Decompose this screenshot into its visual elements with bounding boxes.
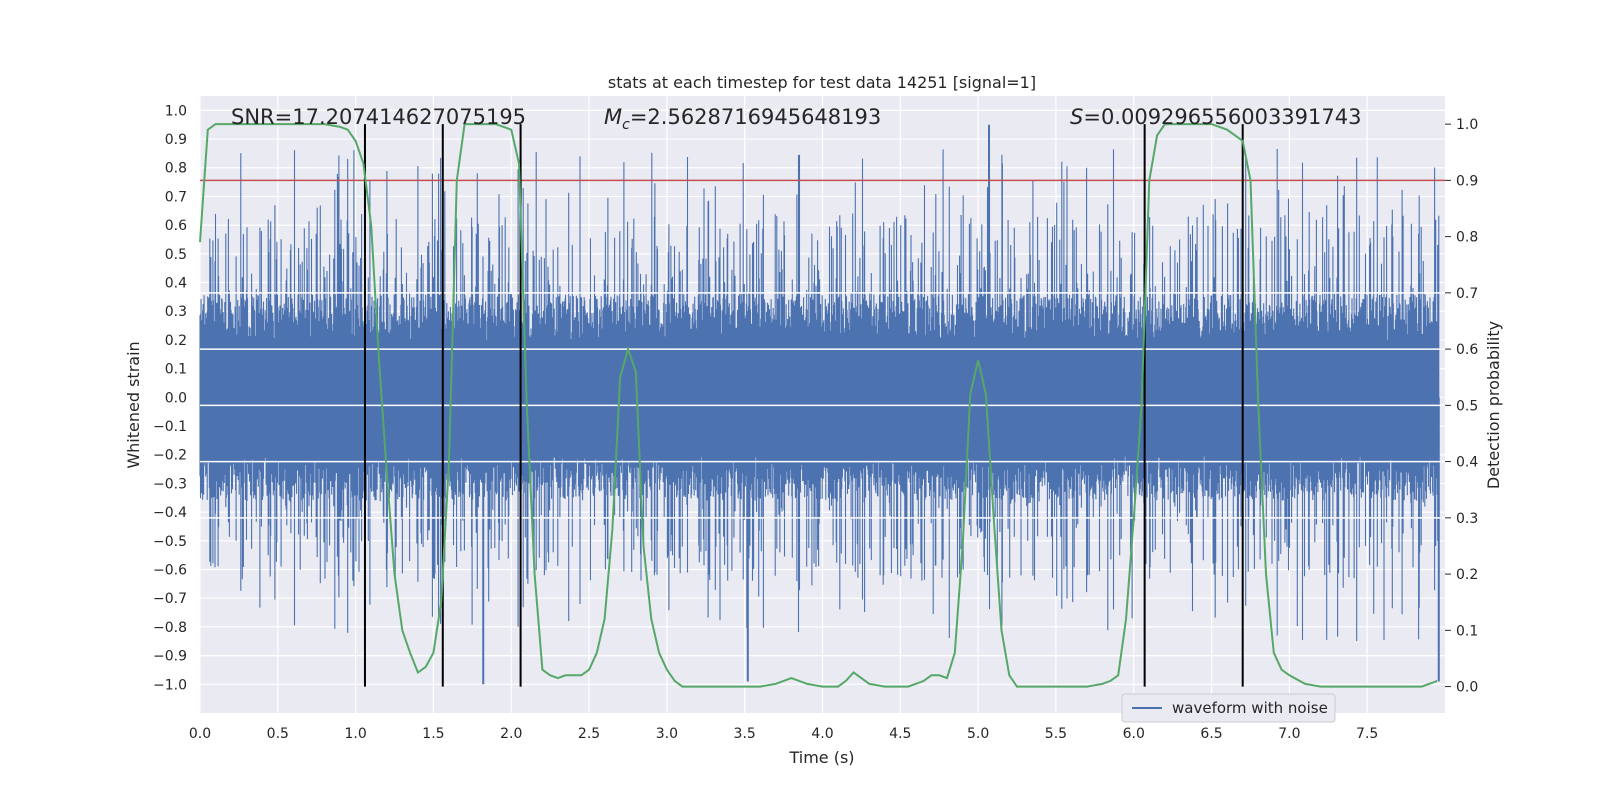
x-tick-label: 4.5: [889, 726, 911, 742]
y-tick-label: 0.7: [165, 189, 187, 205]
waveform-series: [199, 124, 1440, 685]
y-right-tick-label: 0.8: [1456, 230, 1478, 246]
y-right-tick-label: 0.9: [1456, 173, 1478, 189]
waveform-line: [199, 149, 1440, 641]
y-right-tick-label: 0.4: [1456, 455, 1478, 471]
y-right-tick-label: 0.5: [1456, 398, 1478, 414]
overlays: [199, 123, 1445, 688]
x-tick-label: 5.5: [1045, 726, 1067, 742]
y-tick-label: −0.1: [153, 419, 187, 435]
x-tick-label: 6.0: [1123, 726, 1145, 742]
x-tick-label: 1.0: [344, 726, 366, 742]
y-tick-label: −0.8: [153, 620, 187, 636]
y-right-tick-label: 0.3: [1456, 511, 1478, 527]
legend: waveform with noise: [1121, 693, 1336, 723]
y-tick-label: 0.5: [165, 247, 187, 263]
x-tick-label: 0.0: [189, 726, 211, 742]
x-tick-label: 7.0: [1278, 726, 1300, 742]
x-tick-label: 1.5: [422, 726, 444, 742]
y-tick-label: 0.0: [165, 390, 187, 406]
y-right-tick-label: 0.1: [1456, 623, 1478, 639]
x-tick-label: 3.5: [734, 726, 756, 742]
x-tick-label: 3.0: [656, 726, 678, 742]
y-tick-label: −1.0: [153, 677, 187, 693]
y-tick-label: −0.4: [153, 505, 187, 521]
ticks: 0.0 0.5 1.0 1.5 2.0 2.5 3.0 3.5 4.0 4.5 5.0 5.5 6.0 6…: [153, 103, 1478, 742]
y-tick-label: 0.6: [165, 218, 187, 234]
x-tick-label: 4.0: [811, 726, 833, 742]
y-right-tick-label: 1.0: [1456, 117, 1478, 133]
legend-box: [1121, 693, 1336, 723]
y-tick-label: 1.0: [165, 103, 187, 119]
y-tick-label: −0.2: [153, 448, 187, 464]
y-tick-label: −0.5: [153, 534, 187, 550]
x-tick-label: 6.5: [1200, 726, 1222, 742]
y-tick-label: 0.9: [165, 132, 187, 148]
chart-title: stats at each timestep for test data 142…: [608, 73, 1036, 92]
y-tick-label: 0.2: [165, 333, 187, 349]
x-tick-label: 0.5: [267, 726, 289, 742]
snr-annotation: SNR=17.207414627075195: [231, 105, 526, 129]
y-tick-label: −0.7: [153, 591, 187, 607]
s-annotation: S=0.009296556003391743: [1070, 105, 1361, 129]
y-right-tick-label: 0.0: [1456, 680, 1478, 696]
y-tick-label: 0.8: [165, 161, 187, 177]
y-tick-label: 0.4: [165, 276, 187, 292]
x-tick-label: 2.5: [578, 726, 600, 742]
y-right-tick-label: 0.6: [1456, 342, 1478, 358]
x-tick-label: 2.0: [500, 726, 522, 742]
y-tick-label: −0.3: [153, 476, 187, 492]
x-axis-label: Time (s): [788, 748, 854, 767]
y-tick-label: −0.9: [153, 649, 187, 665]
y-axis-label-right: Detection probability: [1484, 321, 1503, 489]
y-right-tick-label: 0.7: [1456, 286, 1478, 302]
y-axis-label: Whitened strain: [124, 341, 143, 468]
legend-label: waveform with noise: [1172, 699, 1328, 717]
y-tick-label: 0.1: [165, 362, 187, 378]
mc-annotation: Mc=2.5628716945648193: [604, 105, 881, 133]
y-tick-label: 0.3: [165, 304, 187, 320]
x-tick-label: 5.0: [967, 726, 989, 742]
detection-probability-line: [199, 123, 1438, 688]
y-right-tick-label: 0.2: [1456, 567, 1478, 583]
y-tick-label: −0.6: [153, 563, 187, 579]
x-tick-label: 7.5: [1356, 726, 1378, 742]
